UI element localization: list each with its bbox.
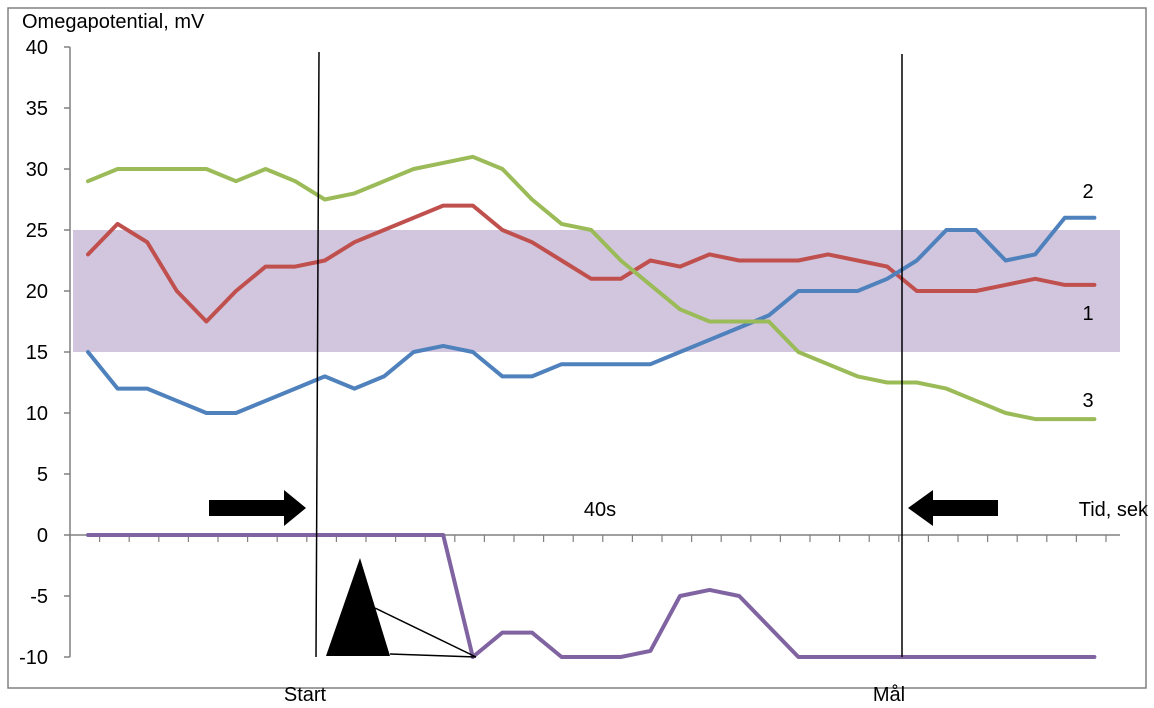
duration-label: 40s	[584, 499, 616, 521]
series-label-2: 2	[1082, 181, 1093, 203]
y-tick-label: 15	[26, 342, 48, 364]
x-ticks	[69, 535, 1107, 542]
x-axis-label: Tid, sek	[1079, 499, 1149, 521]
y-axis-label: Omegapotential, mV	[22, 11, 205, 33]
y-tick-label: 10	[26, 403, 48, 425]
goal-arrow-icon	[908, 490, 998, 526]
annotations: 40s Start Mål	[209, 51, 998, 706]
start-vertical-line	[315, 51, 320, 658]
series-group: 1 2 3	[86, 154, 1097, 659]
y-tick-label: 25	[26, 220, 48, 242]
series-line-stimulus	[86, 533, 1097, 659]
start-label: Start	[284, 684, 327, 706]
wedge-connector-line	[374, 607, 477, 658]
y-tick-label: 5	[37, 464, 48, 486]
y-tick-label: 40	[26, 37, 48, 59]
y-tick-label: -10	[19, 647, 48, 669]
start-arrow-icon	[209, 490, 306, 526]
y-tick-label: 30	[26, 159, 48, 181]
y-tick-label: 35	[26, 98, 48, 120]
series-line-2	[86, 215, 1097, 415]
series-label-3: 3	[1082, 390, 1093, 412]
wedge-triangle-icon	[326, 558, 390, 656]
wedge-connector-line	[389, 653, 477, 658]
series-line-1	[86, 203, 1097, 324]
series-line-3	[86, 154, 1097, 422]
y-tick-label: 0	[37, 525, 48, 547]
series-label-1: 1	[1082, 303, 1093, 325]
y-tick-label: 20	[26, 281, 48, 303]
goal-label: Mål	[873, 684, 905, 706]
y-ticks: -10 -5 0 5 10 15 20 25 30 35 40	[19, 37, 70, 669]
y-tick-label: -5	[30, 586, 48, 608]
